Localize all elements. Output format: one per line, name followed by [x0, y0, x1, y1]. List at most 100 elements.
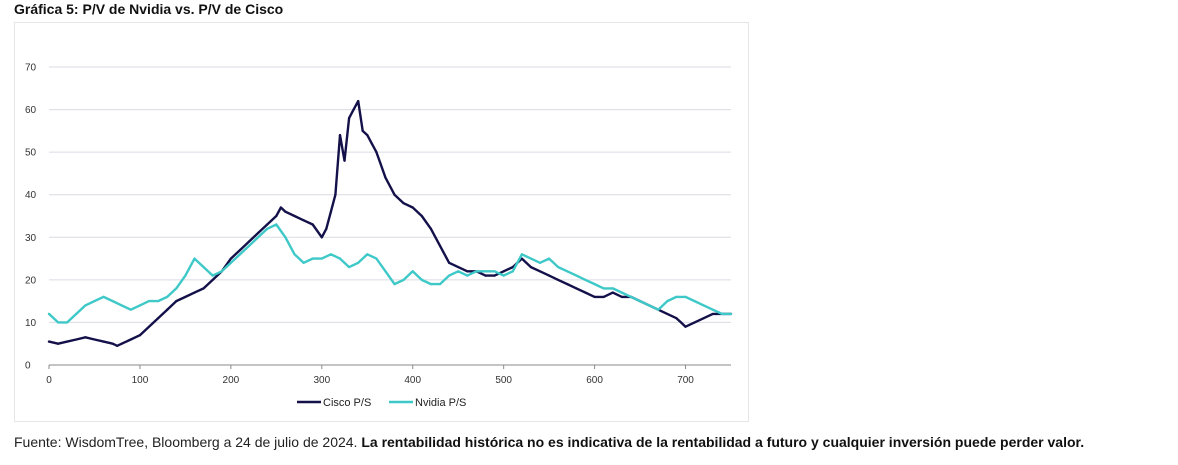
- cisco-data-point: [448, 261, 451, 264]
- cisco-data-point: [702, 317, 705, 320]
- cisco-data-point: [466, 270, 469, 273]
- x-tick-label: 600: [586, 375, 603, 386]
- cisco-data-point: [457, 265, 460, 269]
- cisco-data-point: [511, 265, 514, 269]
- nvidia-data-point: [257, 236, 260, 239]
- cisco-data-point: [320, 236, 323, 239]
- nvidia-data-point: [302, 261, 305, 264]
- chart-title: Gráfica 5: P/V de Nvidia vs. P/V de Cisc…: [14, 1, 284, 17]
- cisco-data-point: [329, 210, 332, 213]
- nvidia-data-point: [366, 253, 369, 256]
- y-tick-label: 40: [25, 190, 37, 201]
- nvidia-data-point: [457, 270, 460, 273]
- cisco-data-point: [684, 325, 687, 328]
- cisco-data-point: [275, 214, 278, 218]
- nvidia-data-point: [466, 274, 469, 277]
- cisco-data-point: [84, 336, 87, 339]
- nvidia-data-point: [593, 283, 596, 286]
- nvidia-data-point: [693, 300, 696, 303]
- nvidia-data-point: [247, 244, 251, 247]
- cisco-data-point: [393, 193, 396, 196]
- nvidia-data-point: [193, 257, 196, 260]
- cisco-data-point: [611, 291, 614, 294]
- nvidia-data-point: [129, 308, 132, 311]
- nvidia-data-point: [602, 287, 605, 290]
- nvidia-data-point: [502, 274, 505, 277]
- cisco-data-point: [352, 108, 355, 111]
- nvidia-data-point: [520, 253, 523, 256]
- cisco-data-point: [347, 116, 351, 120]
- cisco-data-point: [211, 278, 214, 281]
- nvidia-data-point: [657, 308, 660, 311]
- cisco-data-point: [334, 193, 337, 196]
- source-note: Fuente: WisdomTree, Bloomberg a 24 de ju…: [14, 434, 1084, 450]
- cisco-data-point: [666, 312, 669, 316]
- cisco-data-point: [375, 151, 378, 154]
- cisco-data-point: [325, 227, 328, 230]
- nvidia-data-point: [411, 270, 414, 273]
- nvidia-data-point: [220, 270, 223, 273]
- nvidia-data-point: [293, 253, 296, 256]
- cisco-data-point: [693, 321, 696, 324]
- nvidia-data-point: [629, 295, 633, 298]
- nvidia-data-point: [202, 265, 205, 269]
- cisco-series-line: [47, 99, 733, 347]
- cisco-data-point: [238, 248, 242, 252]
- nvidia-data-point: [329, 253, 332, 256]
- cisco-data-point: [620, 295, 623, 298]
- cisco-data-point: [343, 159, 346, 162]
- cisco-data-point: [679, 321, 683, 324]
- cisco-data-point: [229, 257, 232, 260]
- nvidia-data-point: [338, 257, 342, 260]
- nvidia-data-point: [102, 295, 105, 298]
- cisco-data-point: [302, 219, 305, 222]
- cisco-data-point: [284, 210, 287, 213]
- nvidia-data-point: [229, 261, 232, 264]
- cisco-data-point: [361, 129, 364, 132]
- x-tick-label: 400: [404, 375, 421, 386]
- nvidia-data-point: [638, 300, 642, 303]
- nvidia-data-point: [66, 321, 69, 324]
- cisco-data-point: [247, 240, 251, 243]
- nvidia-data-point: [620, 291, 623, 294]
- cisco-data-point: [357, 99, 360, 103]
- nvidia-data-point: [384, 270, 387, 273]
- nvidia-data-point: [448, 274, 451, 277]
- y-tick-label: 50: [25, 148, 37, 159]
- nvidia-data-point: [266, 227, 269, 230]
- nvidia-legend-label: Nvidia P/S: [415, 397, 466, 409]
- nvidia-data-point: [702, 304, 705, 307]
- nvidia-data-point: [275, 223, 278, 226]
- disclaimer-text: La rentabilidad histórica no es indicati…: [361, 434, 1085, 450]
- cisco-data-point: [584, 291, 587, 294]
- nvidia-data-point: [675, 295, 678, 298]
- x-tick-label: 100: [132, 375, 149, 386]
- nvidia-data-point: [393, 283, 396, 286]
- nvidia-data-point: [575, 274, 578, 277]
- cisco-data-point: [402, 202, 405, 205]
- cisco-data-point: [102, 340, 105, 343]
- cisco-data-point: [529, 265, 533, 269]
- cisco-data-point: [66, 340, 69, 343]
- nvidia-data-point: [120, 304, 123, 307]
- cisco-data-point: [116, 344, 119, 347]
- cisco-data-point: [75, 338, 78, 341]
- nvidia-data-point: [238, 253, 242, 256]
- cisco-data-point: [293, 214, 296, 218]
- nvidia-data-point: [684, 295, 687, 298]
- y-tick-label: 30: [25, 233, 37, 244]
- cisco-data-point: [502, 270, 505, 273]
- cisco-data-point: [602, 295, 605, 298]
- nvidia-data-point: [93, 300, 96, 303]
- nvidia-data-point: [157, 300, 160, 303]
- nvidia-data-point: [311, 257, 314, 260]
- source-text: Fuente: WisdomTree, Bloomberg a 24 de ju…: [14, 434, 358, 450]
- nvidia-data-point: [484, 270, 487, 273]
- nvidia-data-point: [147, 300, 151, 303]
- cisco-data-point: [548, 274, 551, 277]
- cisco-data-point: [129, 338, 132, 341]
- nvidia-data-point: [211, 274, 214, 277]
- cisco-data-point: [138, 334, 142, 337]
- nvidia-data-point: [420, 278, 423, 281]
